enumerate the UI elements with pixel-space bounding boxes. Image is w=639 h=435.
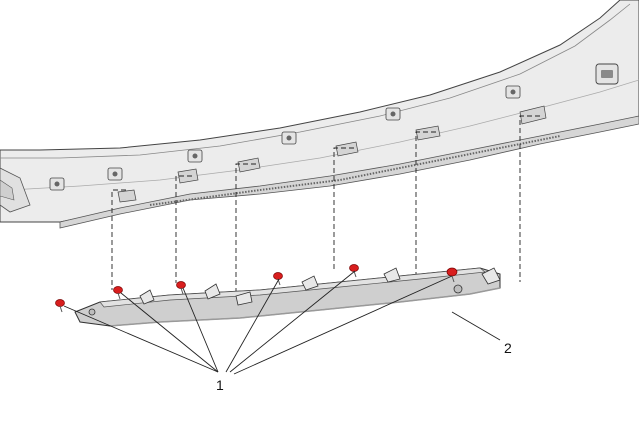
leader-line: [229, 270, 356, 373]
bracket-tab: [139, 289, 155, 305]
clip-fastener: [176, 281, 186, 295]
callout-label-2: 2: [504, 340, 512, 356]
panel-clip-receptacle: [415, 125, 441, 141]
panel-mounting-boss: [187, 149, 203, 163]
clip-fastener: [113, 286, 123, 300]
alignment-line: [333, 147, 354, 270]
panel-left-end: [0, 167, 31, 213]
panel-mounting-boss: [281, 131, 297, 145]
panel-mounting-boss: [107, 167, 123, 181]
leader-line: [233, 275, 453, 375]
bracket-bottom-edge: [109, 287, 501, 327]
panel-clip-receptacle: [237, 157, 261, 173]
bracket-tab: [301, 275, 319, 291]
callout-label-1: 1: [216, 377, 224, 393]
panel-clip-receptacle: [519, 105, 547, 125]
panel-clip-receptacle: [335, 141, 359, 157]
leader-line: [63, 305, 219, 373]
panel-mounting-boss: [49, 177, 65, 191]
panel-clip-receptacle: [117, 189, 137, 203]
panel-mounting-boss: [505, 85, 521, 99]
leader-lines: [63, 270, 501, 375]
leader-line: [451, 311, 501, 341]
alignment-line: [175, 175, 192, 283]
clip-fastener: [349, 264, 359, 278]
leader-line: [225, 278, 280, 373]
alignment-line: [519, 115, 540, 282]
panel-lower-rim: [59, 115, 639, 229]
panel-inner-ridge: [9, 79, 639, 191]
panel-mounting-boss: [385, 107, 401, 121]
panel-mounting-boss: [595, 63, 619, 85]
bracket-mount-hole: [453, 284, 463, 294]
upper-trim-panel: [0, 0, 639, 229]
clip-fastener: [273, 272, 283, 286]
alignment-line: [415, 131, 436, 280]
bracket-tab: [481, 267, 501, 285]
clip-fastener: [55, 299, 65, 313]
leader-line: [120, 292, 219, 373]
alignment-line: [235, 163, 256, 295]
bracket-tab: [383, 267, 401, 283]
leader-line: [182, 287, 219, 373]
clips: [55, 264, 458, 313]
alignment-line: [111, 189, 126, 290]
panel-hatch-strip: [149, 135, 561, 206]
alignment-lines: [111, 115, 540, 295]
bracket-tab: [235, 291, 253, 306]
bracket-mount-hole: [88, 308, 96, 316]
lower-bracket: [74, 267, 501, 327]
bracket-tab: [204, 283, 221, 300]
panel-top-ridge: [0, 3, 631, 159]
